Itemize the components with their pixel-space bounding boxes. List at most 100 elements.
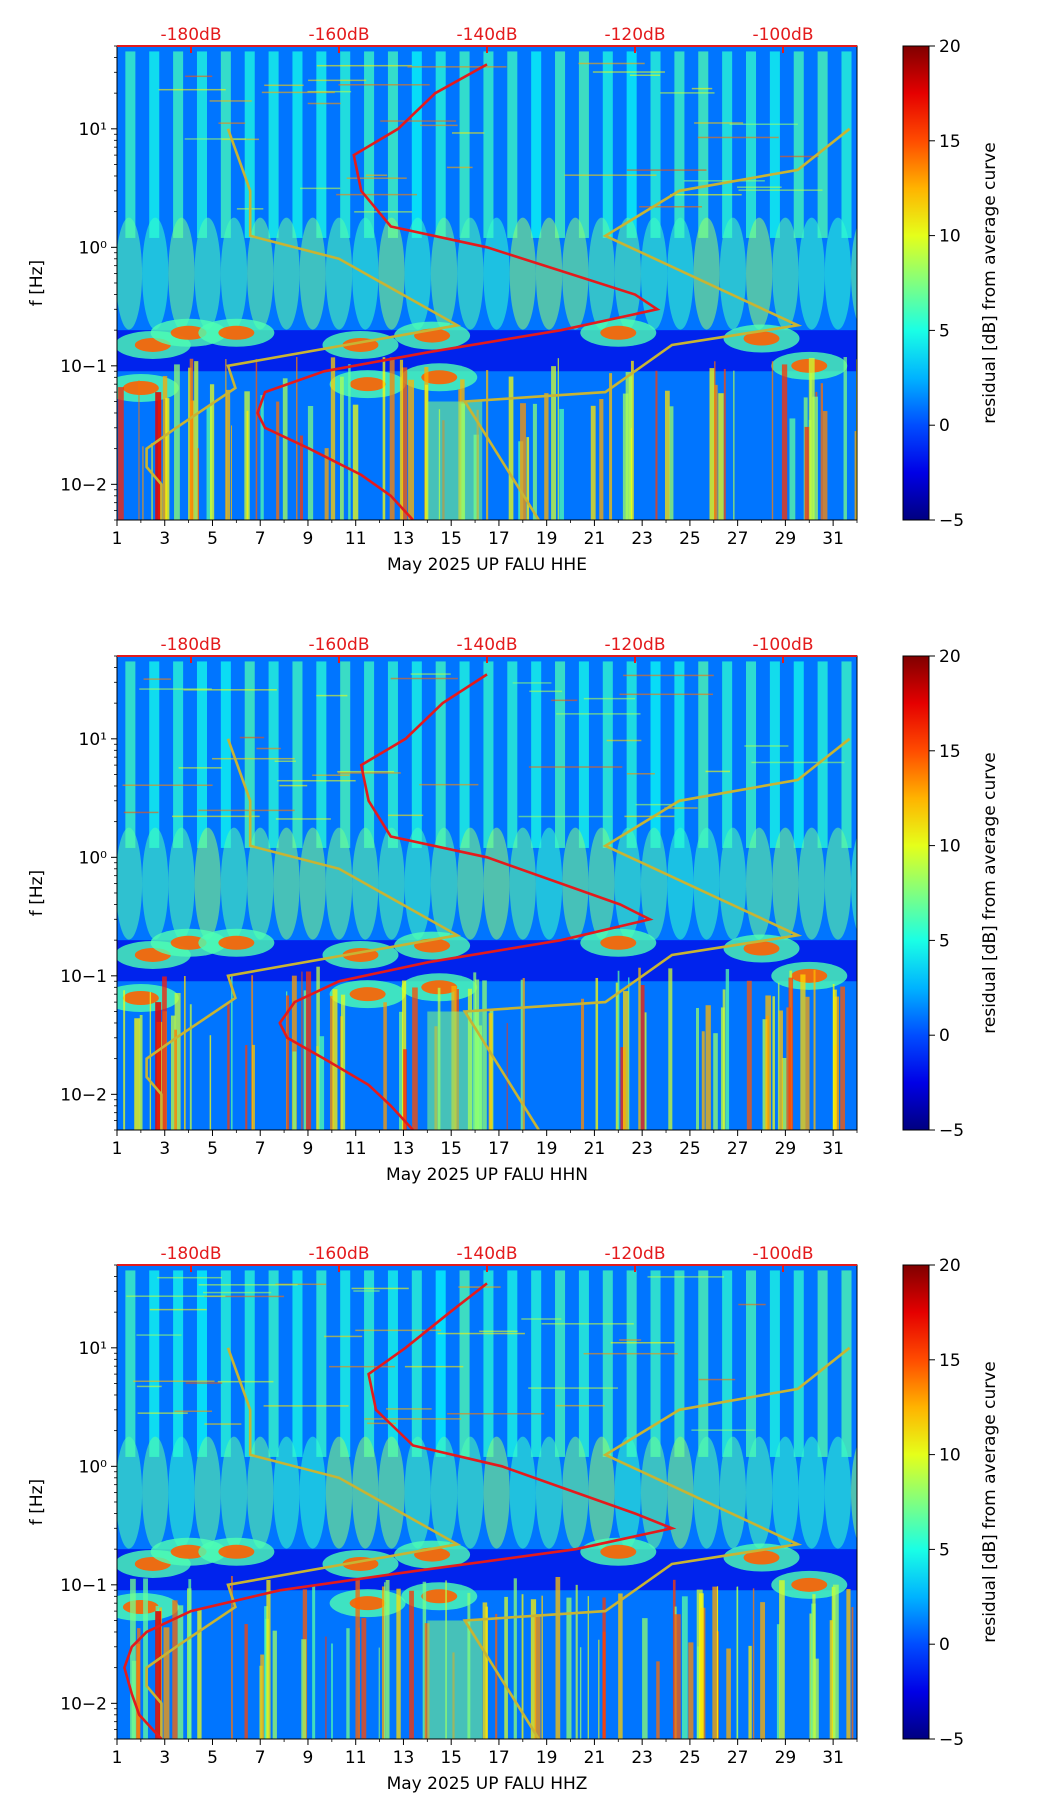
x-tick-label: 15 <box>440 1748 462 1768</box>
microseism-haze <box>220 827 248 940</box>
microseism-haze <box>588 1436 615 1549</box>
microseism-haze <box>325 1436 353 1549</box>
spectral-line <box>316 64 412 67</box>
spectral-line <box>518 815 613 818</box>
spectral-line <box>316 694 348 697</box>
db-tick-label: -160dB <box>308 25 369 45</box>
event-streak <box>541 1595 543 1739</box>
spectral-line <box>635 803 676 806</box>
microseism-haze <box>746 1436 773 1549</box>
colorbar-label: residual [dB] from average curve <box>980 752 1000 1033</box>
day-stripe <box>722 51 733 238</box>
event-streak <box>788 977 794 1130</box>
day-stripe <box>196 51 207 238</box>
event-streak <box>800 974 806 1130</box>
day-stripe <box>149 1270 160 1457</box>
microseism-haze <box>667 827 694 940</box>
spectral-line <box>324 1335 363 1338</box>
event-streak <box>225 389 231 520</box>
event-streak <box>331 1643 333 1739</box>
event-streak <box>340 376 344 520</box>
spectral-line <box>336 193 418 196</box>
day-stripe <box>292 51 303 238</box>
day-stripe <box>483 661 494 848</box>
colorbar-tick-label: 20 <box>939 37 961 57</box>
spectral-line <box>738 1303 766 1306</box>
event-streak <box>622 991 629 1130</box>
spectral-line <box>198 1284 298 1286</box>
microseism-haze <box>378 217 405 330</box>
x-tick-label: 29 <box>775 1139 797 1159</box>
median-psd-line <box>123 1282 677 1739</box>
y-tick-label: 10−1 <box>60 967 107 987</box>
spectral-line <box>626 169 707 171</box>
colorbar-tick-label: 20 <box>939 647 961 667</box>
heatmap-field <box>117 1265 857 1739</box>
spectral-line <box>346 177 407 179</box>
db-tick-label: -160dB <box>308 1244 369 1264</box>
event-streak <box>522 978 525 1130</box>
spectral-line <box>670 193 742 196</box>
event-streak <box>762 1019 768 1130</box>
event-streak <box>714 361 716 520</box>
microseism-haze <box>746 827 773 940</box>
x-tick-label: 15 <box>440 529 462 549</box>
event-streak <box>340 994 346 1130</box>
event-streak <box>609 373 613 520</box>
microseism-haze <box>378 1436 405 1549</box>
event-streak <box>123 990 126 1130</box>
day-stripe <box>841 51 852 238</box>
event-streak <box>134 1018 141 1130</box>
day-stripe <box>435 51 446 238</box>
microseism-blob-core <box>743 1550 780 1565</box>
y-tick-label: 10¹ <box>79 730 107 750</box>
x-tick-label: 5 <box>207 1139 218 1159</box>
spectral-line <box>337 772 401 774</box>
spectral-line <box>564 174 657 176</box>
x-tick-label: 25 <box>679 1139 701 1159</box>
event-streak <box>822 411 828 520</box>
spectral-line <box>404 1365 464 1368</box>
y-axis-label: f [Hz] <box>27 1479 47 1525</box>
event-streak <box>264 1606 268 1739</box>
microseism-haze <box>117 1436 143 1549</box>
event-streak <box>771 361 774 520</box>
y-tick-label: 10¹ <box>79 120 107 140</box>
event-streak <box>325 1636 327 1739</box>
event-streak <box>149 992 152 1130</box>
event-streak <box>504 1596 508 1739</box>
microseism-blob-core <box>743 941 780 956</box>
event-streak <box>829 1620 833 1739</box>
event-streak <box>846 1589 851 1739</box>
colorbar-tick-label: 5 <box>939 321 950 341</box>
spectral-line <box>365 174 388 176</box>
x-tick-label: 11 <box>345 1748 367 1768</box>
day-stripe <box>220 51 231 238</box>
microseism-haze <box>798 217 825 330</box>
microseism-haze <box>247 1436 274 1549</box>
day-stripe <box>578 661 589 848</box>
event-streak <box>174 364 180 520</box>
day-stripe <box>555 51 566 238</box>
day-stripe <box>650 1270 661 1457</box>
spectral-line <box>204 1423 242 1425</box>
event-streak <box>231 1576 233 1739</box>
event-streak <box>718 393 724 520</box>
x-tick-label: 21 <box>584 529 606 549</box>
colorbar-tick-label: −5 <box>939 511 964 531</box>
event-streak <box>532 403 537 520</box>
x-tick-label: 17 <box>488 1748 510 1768</box>
microseism-blob-core <box>218 1544 255 1559</box>
high-noise-model-line <box>462 1346 851 1739</box>
day-stripe <box>746 1270 757 1457</box>
spectral-line <box>479 1330 518 1333</box>
spectral-line <box>386 1408 432 1410</box>
microseism-haze <box>142 827 169 940</box>
spectral-line <box>556 713 641 715</box>
x-tick-label: 27 <box>727 529 749 549</box>
x-tick-label: 21 <box>584 1748 606 1768</box>
event-streak <box>272 1630 277 1739</box>
event-streak <box>316 966 320 1130</box>
